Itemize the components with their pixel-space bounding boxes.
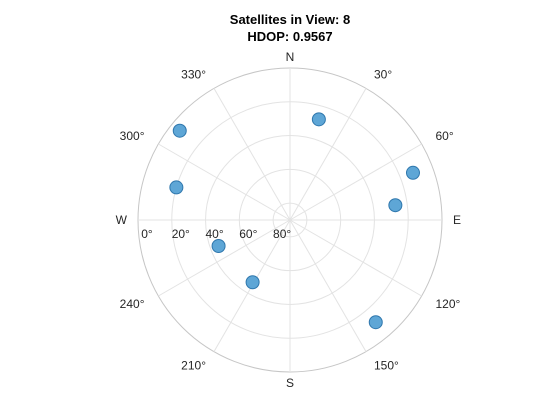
grid-spoke: [289, 219, 422, 297]
angular-tick-label: 60°: [435, 129, 453, 143]
angular-tick-label: 240°: [120, 297, 145, 311]
cardinal-label: W: [116, 213, 128, 227]
grid-spoke: [213, 88, 291, 221]
satellite-marker: [245, 275, 260, 290]
angular-tick-label: 210°: [181, 358, 206, 372]
angular-tick-labels: N E S W 30° 60° 120° 150° 210° 240° 300° 330°: [116, 50, 461, 390]
radial-tick-label: 40°: [205, 227, 223, 241]
satellite-marker: [169, 180, 184, 195]
radial-tick-label: 20°: [172, 227, 190, 241]
angular-tick-label: 120°: [435, 297, 460, 311]
angular-tick-label: 150°: [374, 358, 399, 372]
satellite-marker: [388, 198, 403, 213]
grid-spoke: [289, 88, 367, 221]
radial-tick-label: 60°: [239, 227, 257, 241]
satellite-markers: [169, 112, 420, 330]
grid-spoke: [158, 219, 291, 297]
satellite-marker: [311, 112, 326, 127]
satellite-marker: [405, 165, 420, 180]
chart-subtitle: HDOP: 0.9567: [247, 29, 332, 44]
grid-spoke: [158, 143, 291, 221]
cardinal-label: E: [453, 213, 461, 227]
satellite-marker: [211, 238, 226, 253]
radial-tick-label: 0°: [141, 227, 153, 241]
angular-tick-label: 330°: [181, 68, 206, 82]
chart-title: Satellites in View: 8: [230, 12, 350, 27]
cardinal-label: N: [286, 50, 295, 64]
radial-tick-label: 80°: [273, 227, 291, 241]
angular-tick-label: 30°: [374, 68, 392, 82]
cardinal-label: S: [286, 376, 294, 390]
grid-spoke: [289, 219, 367, 352]
polar-grid: [137, 67, 443, 373]
grid-spoke: [289, 143, 422, 221]
angular-tick-label: 300°: [120, 129, 145, 143]
satellite-marker: [368, 315, 383, 330]
radial-tick-labels: 0° 20° 40° 60° 80°: [141, 227, 291, 241]
satellite-marker: [172, 123, 187, 138]
